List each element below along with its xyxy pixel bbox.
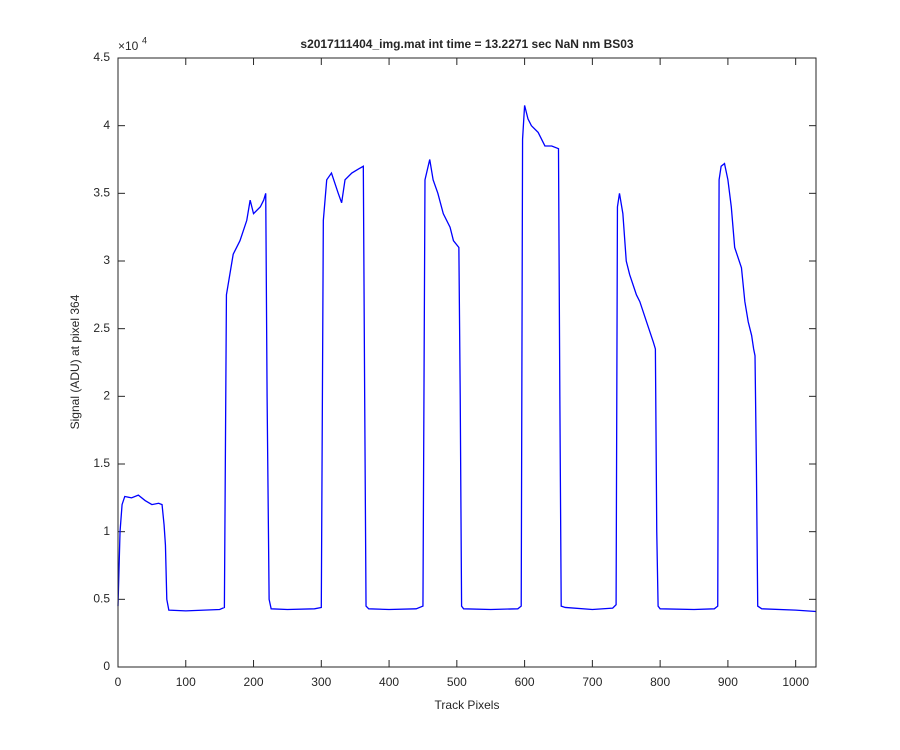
data-line bbox=[117, 105, 817, 613]
y-tick-label: 4.5 bbox=[93, 50, 110, 64]
y-tick-label: 1.5 bbox=[93, 456, 110, 470]
x-tick-label: 500 bbox=[447, 675, 467, 689]
x-tick-label: 1000 bbox=[782, 675, 809, 689]
x-tick-label: 400 bbox=[379, 675, 399, 689]
y-tick-label: 2.5 bbox=[93, 321, 110, 335]
x-tick-label: 700 bbox=[582, 675, 602, 689]
plot-area bbox=[118, 58, 816, 667]
x-axis-label: Track Pixels bbox=[435, 698, 500, 712]
y-tick-label: 3.5 bbox=[93, 186, 110, 200]
y-axis-label: Signal (ADU) at pixel 364 bbox=[68, 294, 82, 429]
y-exponent-base: ×10 bbox=[118, 39, 139, 53]
y-exponent: 4 bbox=[142, 35, 147, 45]
y-tick-label: 1 bbox=[103, 524, 110, 538]
x-tick-label: 200 bbox=[244, 675, 264, 689]
x-tick-label: 600 bbox=[515, 675, 535, 689]
y-tick-label: 2 bbox=[103, 389, 110, 403]
x-tick-label: 800 bbox=[650, 675, 670, 689]
x-tick-label: 0 bbox=[115, 675, 122, 689]
x-tick-label: 900 bbox=[718, 675, 738, 689]
y-tick-label: 0.5 bbox=[93, 592, 110, 606]
axes-box bbox=[117, 57, 817, 668]
chart-title: s2017111404_img.mat int time = 13.2271 s… bbox=[300, 37, 634, 51]
x-tick-label: 300 bbox=[311, 675, 331, 689]
y-tick-label: 0 bbox=[103, 659, 110, 673]
y-tick-label: 3 bbox=[103, 253, 110, 267]
y-tick-label: 4 bbox=[103, 118, 110, 132]
x-tick-label: 100 bbox=[176, 675, 196, 689]
